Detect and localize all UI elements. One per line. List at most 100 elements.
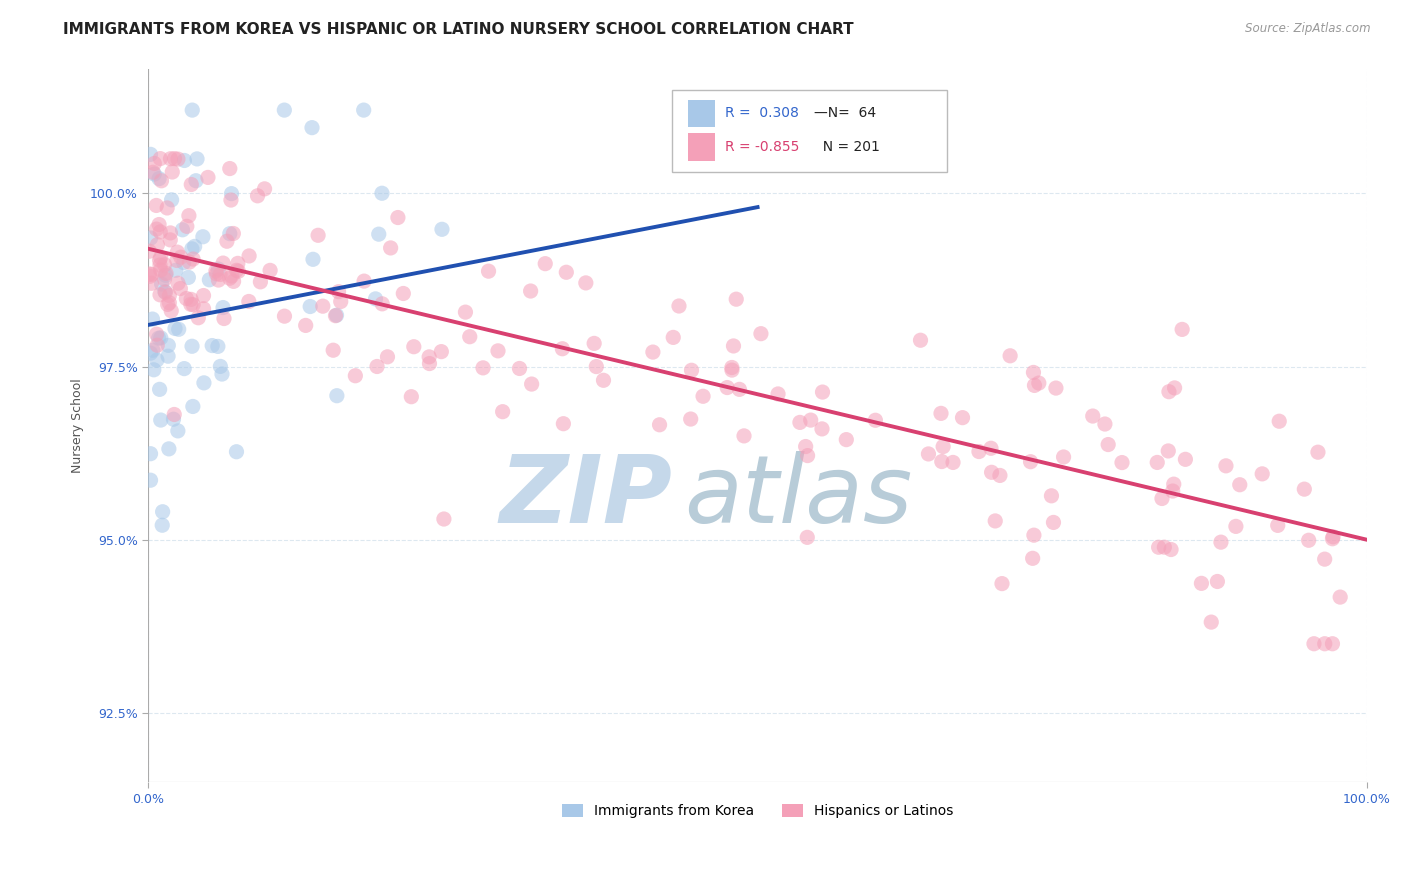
Point [1294, 482, 1316, 496]
Point [148, 171, 170, 186]
Point [218, 227, 240, 241]
Point [328, 285, 350, 299]
Point [721, 363, 744, 377]
Point [212, 256, 235, 270]
Point [910, 333, 932, 347]
Point [322, 343, 344, 358]
Point [259, 263, 281, 277]
Point [167, 277, 190, 291]
Point [221, 186, 243, 201]
Point [212, 301, 235, 315]
Point [141, 268, 163, 282]
Point [207, 262, 229, 277]
Point [648, 417, 671, 432]
Point [865, 413, 887, 427]
Point [173, 255, 195, 269]
Point [430, 222, 453, 236]
Point [942, 455, 965, 469]
Point [184, 174, 207, 188]
Point [149, 251, 172, 265]
Point [139, 147, 162, 161]
Point [155, 268, 177, 283]
Point [181, 298, 204, 312]
Point [187, 310, 209, 325]
Point [159, 152, 181, 166]
Point [1191, 576, 1213, 591]
Point [344, 368, 367, 383]
Point [159, 226, 181, 240]
Point [145, 198, 167, 212]
Point [1306, 445, 1329, 459]
Point [585, 359, 607, 374]
Point [180, 293, 202, 307]
Point [796, 449, 818, 463]
Point [980, 442, 1002, 456]
Point [153, 285, 176, 299]
Point [1045, 381, 1067, 395]
Text: Source: ZipAtlas.com: Source: ZipAtlas.com [1246, 22, 1371, 36]
Point [181, 103, 204, 117]
Point [149, 382, 172, 396]
Point [1322, 637, 1344, 651]
Point [592, 373, 614, 387]
Point [172, 223, 194, 237]
Point [209, 359, 232, 374]
Point [201, 338, 224, 352]
Point [166, 245, 188, 260]
Text: —N=  64: —N= 64 [814, 106, 876, 120]
Point [157, 349, 180, 363]
Text: R = -0.855: R = -0.855 [724, 140, 799, 154]
Point [392, 286, 415, 301]
Text: R =  0.308: R = 0.308 [724, 106, 799, 120]
Point [177, 270, 200, 285]
Point [1303, 637, 1326, 651]
Point [176, 292, 198, 306]
Point [967, 444, 990, 458]
Point [238, 249, 260, 263]
Point [211, 367, 233, 381]
Point [145, 222, 167, 236]
Point [181, 242, 204, 256]
Point [1024, 378, 1046, 392]
Point [998, 349, 1021, 363]
Point [181, 339, 204, 353]
Point [156, 201, 179, 215]
Point [149, 287, 172, 301]
Point [1174, 452, 1197, 467]
FancyBboxPatch shape [688, 100, 714, 127]
Point [364, 292, 387, 306]
Point [472, 360, 495, 375]
Point [1157, 444, 1180, 458]
Point [1019, 455, 1042, 469]
Point [1209, 535, 1232, 549]
Point [716, 380, 738, 394]
Point [226, 256, 249, 270]
Point [149, 225, 172, 239]
Point [148, 253, 170, 268]
Point [1322, 530, 1344, 544]
Point [366, 359, 388, 374]
Point [163, 152, 186, 166]
Point [141, 277, 163, 291]
Point [519, 284, 541, 298]
Point [353, 274, 375, 288]
Point [980, 466, 1002, 480]
Point [458, 329, 481, 343]
Point [149, 413, 172, 427]
Point [1267, 518, 1289, 533]
Point [148, 331, 170, 345]
Point [197, 170, 219, 185]
Point [186, 152, 208, 166]
Point [1322, 532, 1344, 546]
Point [238, 294, 260, 309]
Point [139, 346, 162, 360]
Point [1298, 533, 1320, 548]
Point [326, 389, 349, 403]
Y-axis label: Nursery School: Nursery School [72, 378, 84, 473]
Point [143, 156, 166, 170]
Point [157, 338, 180, 352]
Point [157, 442, 180, 456]
Point [1313, 552, 1336, 566]
Point [146, 353, 169, 368]
Point [796, 530, 818, 544]
